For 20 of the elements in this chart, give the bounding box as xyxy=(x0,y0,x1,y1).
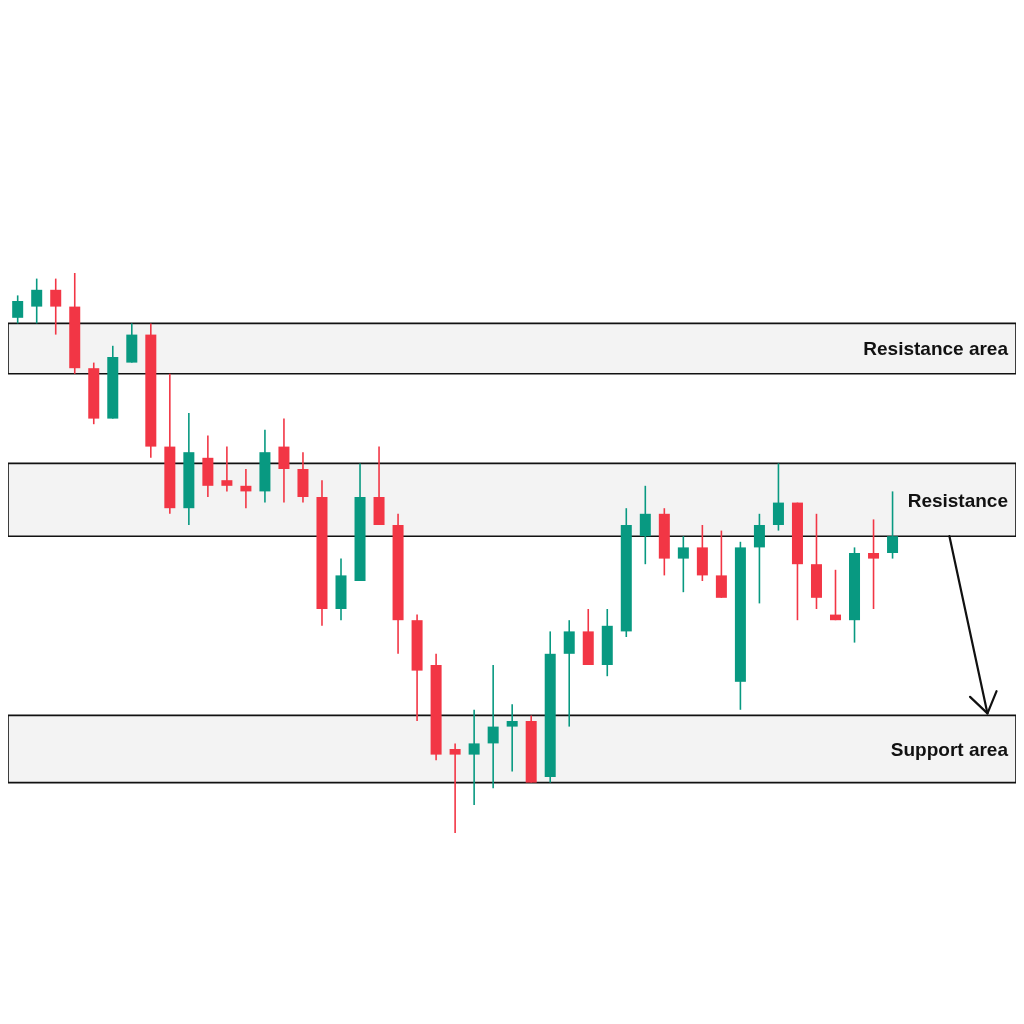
candlestick xyxy=(868,518,880,610)
candlestick xyxy=(639,485,651,565)
candlestick xyxy=(677,535,689,593)
candlestick xyxy=(278,417,290,504)
candlestick xyxy=(506,703,518,773)
candlestick xyxy=(887,490,899,560)
candlestick xyxy=(563,619,575,728)
candlestick xyxy=(31,277,43,325)
candlestick xyxy=(12,294,24,325)
band-label: Resistance xyxy=(907,489,1008,511)
candlestick xyxy=(715,529,727,599)
candlestick xyxy=(449,742,461,833)
candlestick xyxy=(221,445,233,493)
candlestick xyxy=(468,709,480,806)
band-label: Support area xyxy=(890,738,1009,760)
candlestick xyxy=(753,513,765,605)
candlestick xyxy=(50,277,62,336)
candlestick xyxy=(487,664,499,789)
candlestick xyxy=(772,462,784,532)
band-label: Resistance area xyxy=(863,338,1009,360)
